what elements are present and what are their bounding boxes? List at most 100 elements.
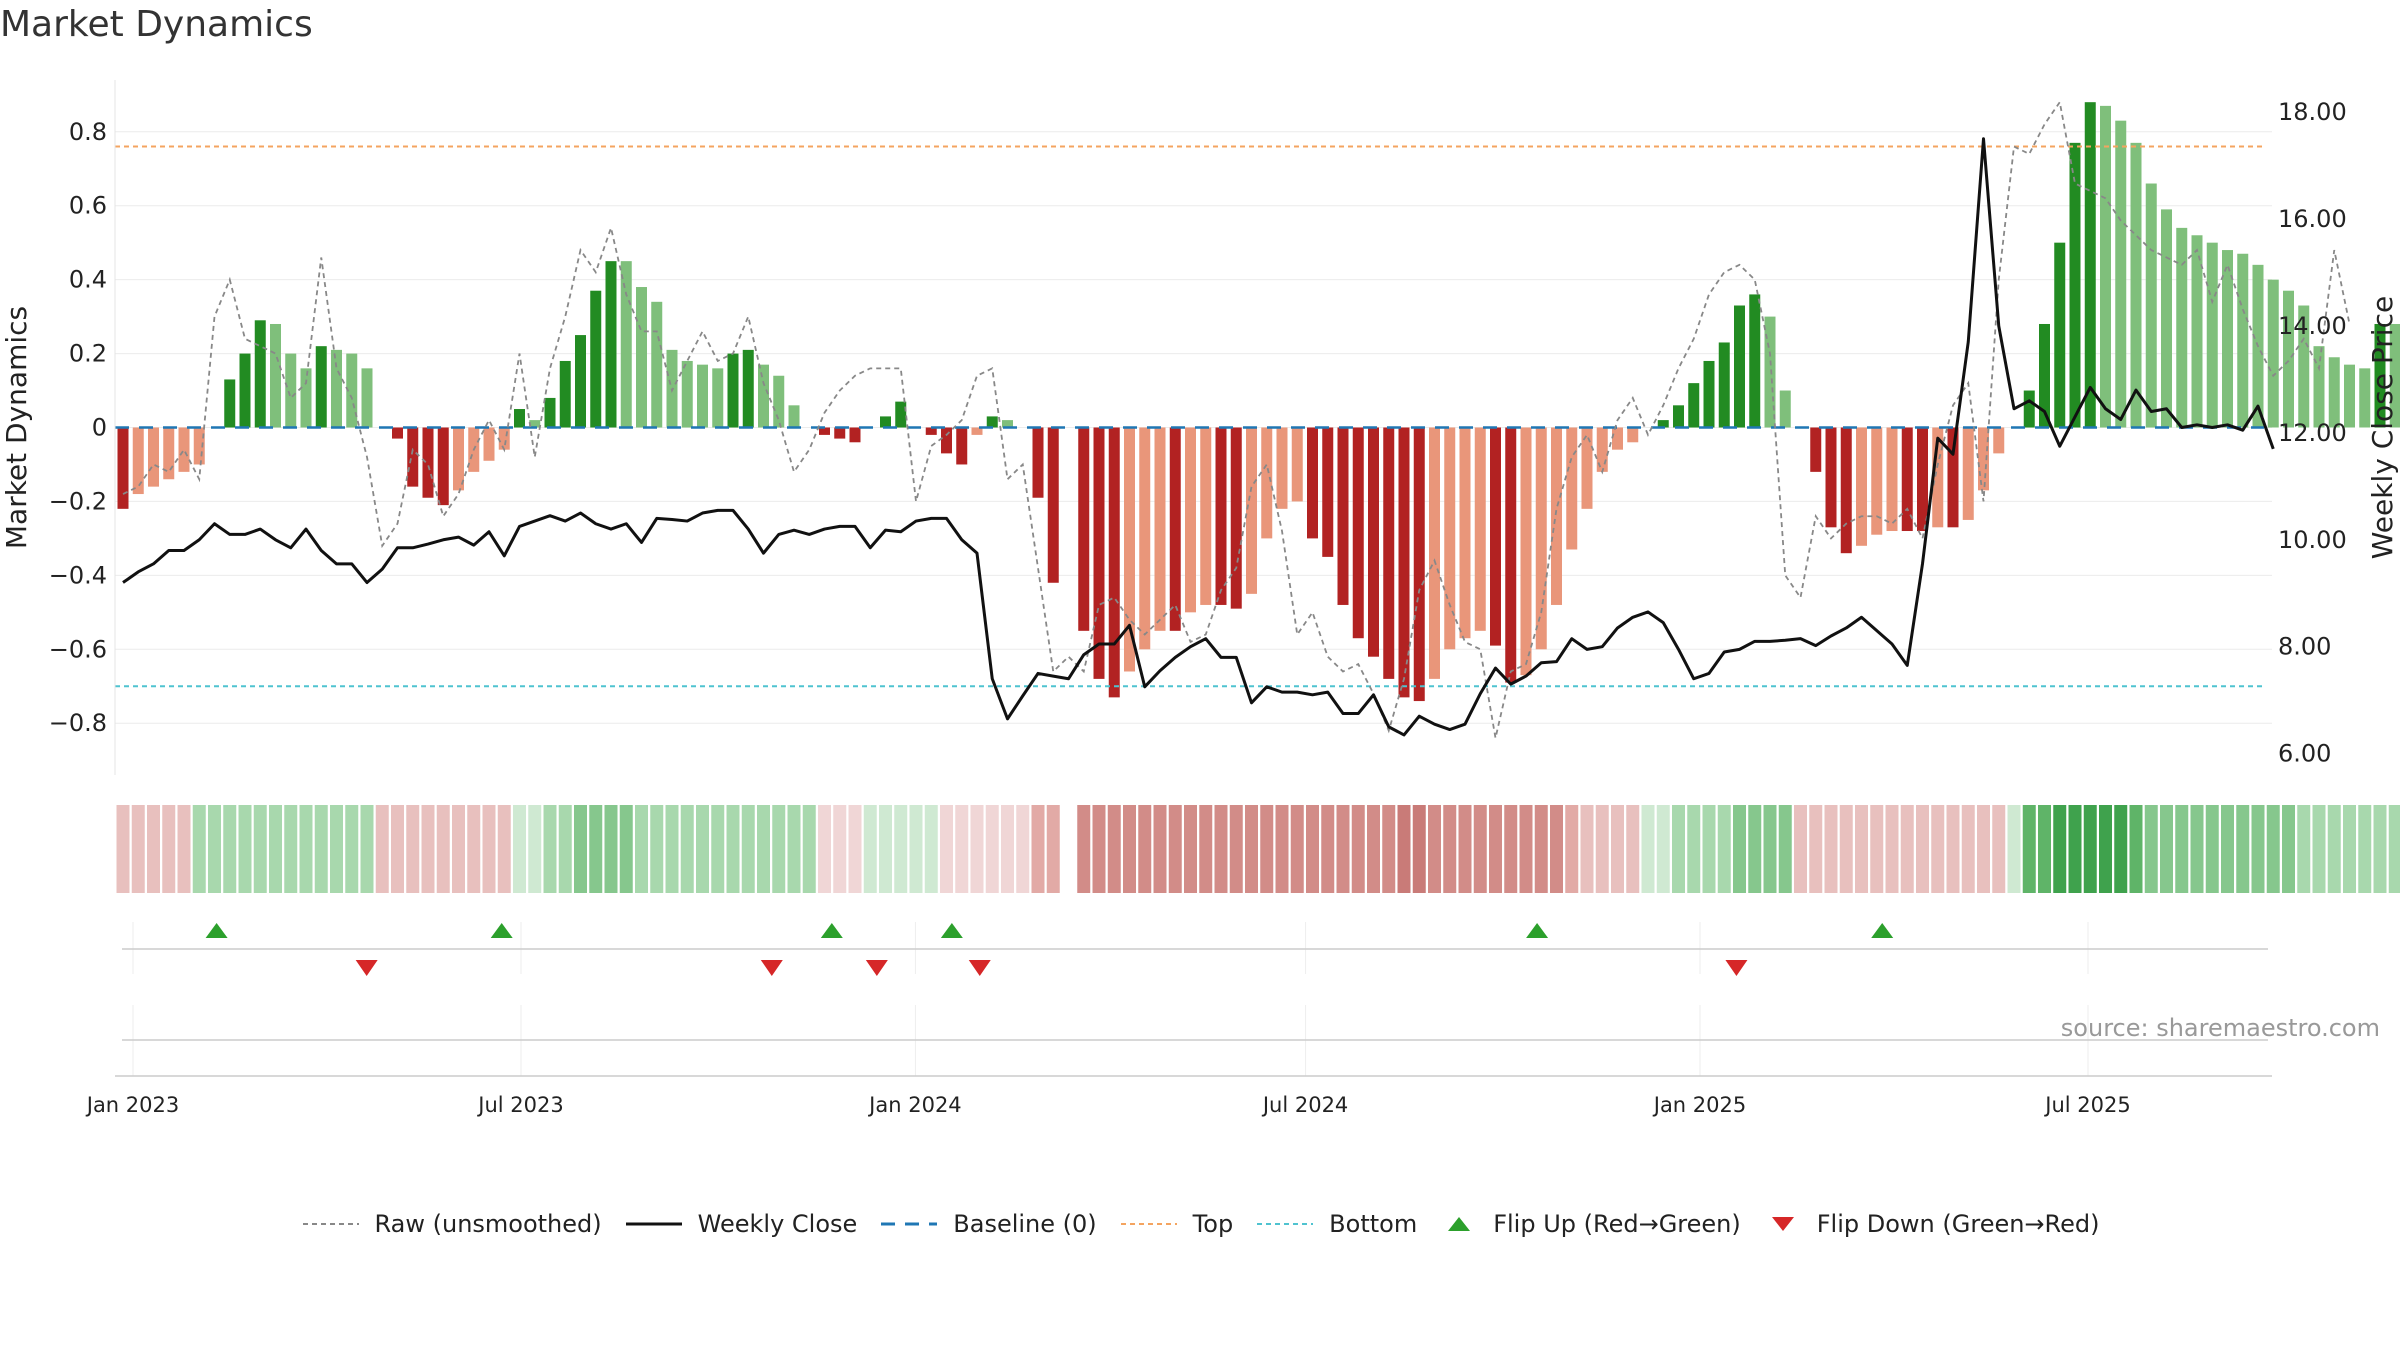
top-line-swatch (1120, 1223, 1177, 1225)
flip-panel (115, 923, 2272, 1077)
regime-cell (1534, 805, 1548, 893)
y-tick-label: 0.4 (69, 266, 107, 294)
regime-cell (680, 805, 694, 893)
regime-cell (1961, 805, 1975, 893)
md-bar (1230, 427, 1242, 609)
x-tick-label: Jan 2023 (85, 1093, 180, 1117)
md-bar (590, 290, 602, 428)
md-bar (834, 427, 846, 439)
md-bar (1551, 427, 1562, 605)
md-bar (1627, 427, 1639, 443)
legend-label-flip-down: Flip Down (Green→Red) (1816, 1210, 2100, 1238)
md-bar (437, 427, 449, 506)
md-bar (651, 301, 663, 428)
md-bar (1917, 427, 1928, 532)
regime-cell (863, 805, 877, 893)
regime-cell (2297, 805, 2311, 893)
regime-cell (1062, 805, 1075, 893)
tick-labels: 0.8 0.6 0.4 0.2 0 −0.2 −0.4 −0.6 −0.8 18.00 16.00 1… (0, 98, 2399, 1117)
regime-cell (1260, 805, 1274, 893)
legend: Raw (unsmoothed) Weekly Close Baseline (… (0, 1204, 2400, 1244)
regime-cell (1092, 805, 1106, 893)
regime-cell (589, 805, 603, 893)
regime-cell (1702, 805, 1716, 893)
md-bar (1993, 427, 2005, 454)
regime-cell (192, 805, 206, 893)
regime-cell (1412, 805, 1426, 893)
regime-cell (482, 805, 496, 893)
y-tick-label: 0 (92, 414, 107, 442)
md-bar (544, 397, 556, 428)
regime-strip (116, 805, 2400, 893)
regime-cell (2236, 805, 2250, 893)
md-bar (1947, 427, 1959, 528)
regime-cell (1763, 805, 1777, 893)
md-bar (1261, 427, 1273, 539)
md-bar (498, 427, 510, 450)
regime-cell (1001, 805, 1014, 893)
md-bar (742, 349, 754, 428)
regime-cell (1794, 805, 1807, 893)
legend-item-raw: Raw (unsmoothed) (301, 1210, 602, 1238)
md-bar (2298, 305, 2310, 428)
y2-axis-title: Weekly Close Price (2366, 296, 2399, 559)
regime-cell (452, 805, 465, 893)
regime-cell (253, 805, 267, 893)
md-bar (239, 353, 251, 428)
md-bar (1825, 427, 1837, 528)
regime-cell (2160, 805, 2173, 893)
md-bar (971, 427, 983, 435)
regime-cell (894, 805, 908, 893)
flip-up-marker (490, 923, 513, 938)
regime-cell (2129, 805, 2143, 893)
regime-cell (2205, 805, 2219, 893)
md-bar (681, 360, 693, 428)
regime-cell (2190, 805, 2204, 893)
regime-cell (1900, 805, 1914, 893)
regime-cell (604, 805, 618, 893)
md-bar (163, 427, 175, 480)
y2-tick-label: 16.00 (2278, 205, 2347, 233)
md-bar (1337, 427, 1349, 605)
regime-cell (116, 805, 130, 893)
md-bar (2084, 102, 2096, 428)
md-bar (758, 364, 769, 428)
close-line-swatch (625, 1222, 682, 1226)
md-bar (2328, 357, 2340, 428)
x-tick-label: Jan 2025 (1652, 1093, 1747, 1117)
source-note: source: sharemaestro.com (2060, 1014, 2380, 1042)
md-bar (986, 416, 998, 428)
regime-cell (833, 805, 847, 893)
legend-label-raw: Raw (unsmoothed) (374, 1210, 602, 1238)
regime-cell (2038, 805, 2051, 893)
regime-cell (528, 805, 542, 893)
regime-cell (2388, 805, 2400, 893)
regime-cell (375, 805, 389, 893)
flip-up-marker (1871, 923, 1894, 938)
regime-cell (787, 805, 801, 893)
md-bar (2267, 279, 2279, 428)
regime-cell (1595, 805, 1609, 893)
md-bar (1002, 420, 1013, 428)
y-axis-title: Market Dynamics (0, 306, 33, 549)
md-bar (1886, 427, 1898, 532)
md-bar (254, 320, 266, 428)
close-line (122, 137, 2275, 737)
regime-cell (970, 805, 984, 893)
regime-cell (299, 805, 313, 893)
regime-cell (1809, 805, 1823, 893)
md-bar (2389, 323, 2400, 428)
regime-cell (314, 805, 328, 893)
md-bar (2115, 120, 2127, 428)
md-bar (2222, 250, 2233, 428)
regime-cell (772, 805, 786, 893)
y2-tick-label: 8.00 (2278, 633, 2331, 661)
md-bar (1169, 427, 1181, 631)
md-bar (1932, 427, 1944, 528)
md-bar (2145, 183, 2157, 428)
regime-cell (2251, 805, 2265, 893)
regime-cell (2083, 805, 2097, 893)
regime-cell (1855, 805, 1868, 893)
regime-cell (131, 805, 145, 893)
